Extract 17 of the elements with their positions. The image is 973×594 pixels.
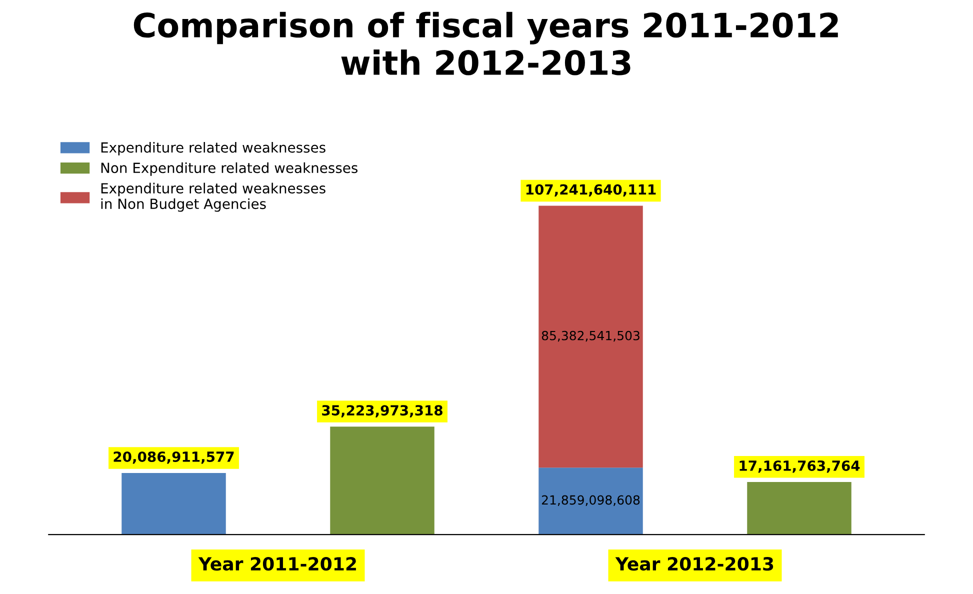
total-label: 107,241,640,111 [526, 184, 656, 197]
legend-label: Expenditure related weaknesses [101, 142, 326, 156]
x-tick-label: Year 2011-2012 [198, 557, 356, 571]
x-tick-label: Year 2012-2013 [615, 557, 774, 571]
bar [122, 473, 226, 535]
legend-label: Non Expenditure related weaknesses [101, 162, 358, 176]
bar [330, 426, 434, 535]
data-label: 17,161,763,764 [740, 460, 860, 473]
data-label: 85,382,541,503 [542, 330, 640, 342]
bar [747, 482, 852, 535]
legend-label: Expenditure related weaknesses in Non Budget Agencies [101, 182, 326, 212]
data-label: 35,223,973,318 [322, 405, 442, 418]
bar [538, 468, 643, 535]
data-label: 20,086,911,577 [114, 451, 234, 464]
bar [538, 206, 643, 468]
data-label: 21,859,098,608 [542, 495, 640, 506]
chart-title: Comparison of fiscal years 2011-2012 with 2012-2013 [134, 12, 838, 76]
